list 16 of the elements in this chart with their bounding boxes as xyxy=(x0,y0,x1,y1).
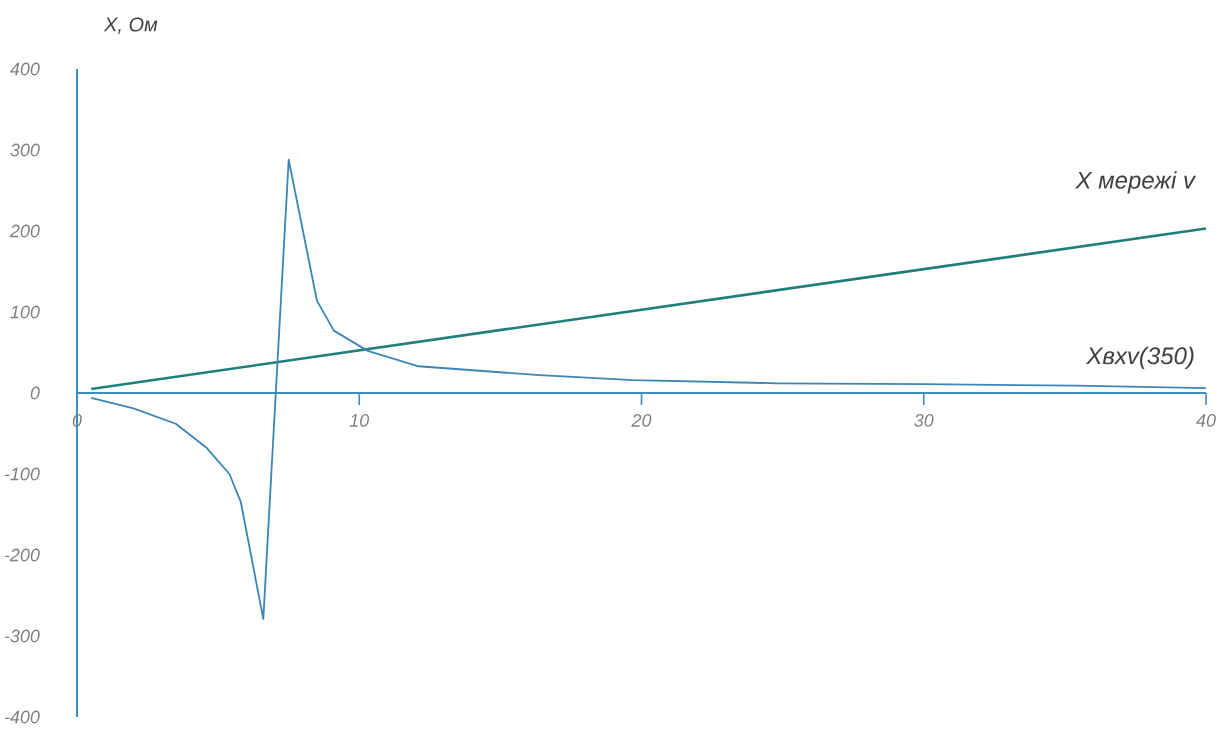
y-axis-title: X, Ом xyxy=(103,17,158,34)
y-tick-label: -400 xyxy=(4,710,40,724)
x-tick-label: 30 xyxy=(914,414,934,427)
y-tick-label: 100 xyxy=(10,305,40,319)
y-tick-label: -100 xyxy=(4,467,40,481)
series-label: Xвхv(350) xyxy=(1085,346,1194,370)
y-tick-label: -300 xyxy=(4,629,40,643)
y-tick-label: 200 xyxy=(9,224,40,238)
y-tick-label: 0 xyxy=(30,386,40,400)
x-tick-label: 40 xyxy=(1196,414,1216,427)
x-tick-label: 10 xyxy=(349,414,370,427)
y-tick-label: -200 xyxy=(4,548,40,562)
x-tick-label: 20 xyxy=(631,414,652,427)
series-label: X мережі v xyxy=(1075,171,1197,194)
y-tick-label: 300 xyxy=(10,143,40,157)
y-tick-label: 400 xyxy=(10,62,40,76)
